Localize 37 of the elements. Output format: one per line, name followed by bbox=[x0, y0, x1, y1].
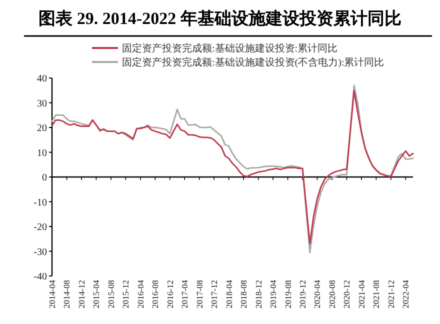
y-tick-label: 20 bbox=[37, 123, 47, 134]
x-tick-label: 2019-08 bbox=[282, 280, 293, 308]
x-tick-label: 2018-12 bbox=[253, 280, 264, 308]
x-tick-label: 2021-04 bbox=[356, 279, 366, 308]
y-tick-label: 30 bbox=[37, 98, 47, 110]
chart-title: 图表 29. 2014-2022 年基础设施建设投资累计同比 bbox=[38, 9, 402, 28]
y-tick-label: -20 bbox=[34, 222, 47, 233]
y-tick-label: -30 bbox=[34, 246, 47, 258]
x-tick-label: 2017-08 bbox=[194, 280, 204, 308]
x-tick-label: 2014-08 bbox=[62, 280, 72, 308]
x-tick-label: 2020-12 bbox=[342, 280, 352, 308]
x-tick-label: 2017-12 bbox=[209, 280, 220, 308]
legend-label: 固定资产投资完成额:基础设施建设投资:累计同比 bbox=[122, 42, 338, 54]
x-tick-label: 2014-12 bbox=[76, 280, 86, 308]
x-tick-label: 2022-04 bbox=[400, 279, 411, 308]
x-tick-label: 2021-08 bbox=[371, 280, 382, 308]
y-tick-label: -40 bbox=[34, 272, 47, 282]
x-tick-label: 2016-12 bbox=[164, 280, 175, 308]
x-tick-label: 2021-12 bbox=[386, 280, 396, 308]
x-tick-label: 2017-04 bbox=[180, 279, 190, 308]
y-tick-label: -10 bbox=[34, 197, 47, 208]
x-tick-label: 2019-04 bbox=[268, 279, 278, 308]
y-tick-label: 40 bbox=[37, 74, 47, 84]
x-tick-label: 2015-12 bbox=[120, 280, 131, 308]
y-tick-label: 0 bbox=[42, 172, 47, 184]
x-tick-label: 2018-08 bbox=[238, 280, 249, 308]
x-tick-label: 2020-04 bbox=[312, 279, 322, 308]
x-tick-label: 2016-08 bbox=[150, 280, 160, 308]
x-tick-label: 2015-08 bbox=[106, 280, 116, 308]
legend-label: 固定资产投资完成额:基础设施建设投资(不含电力):累计同比 bbox=[122, 56, 384, 68]
x-tick-label: 2020-08 bbox=[326, 280, 337, 308]
x-tick-label: 2016-04 bbox=[135, 279, 146, 308]
y-tick-label: 10 bbox=[37, 148, 47, 159]
x-tick-label: 2014-04 bbox=[47, 279, 57, 308]
x-tick-label: 2015-04 bbox=[91, 279, 102, 308]
x-tick-label: 2019-12 bbox=[297, 280, 308, 308]
x-tick-label: 2018-04 bbox=[224, 279, 234, 308]
